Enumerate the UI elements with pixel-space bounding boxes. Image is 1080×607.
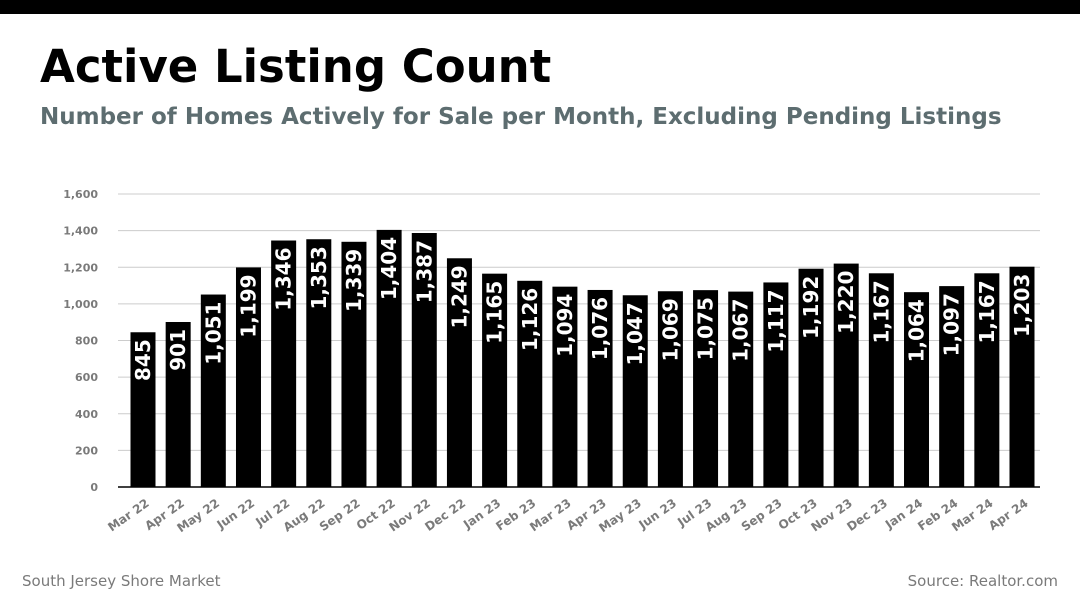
page-title: Active Listing Count	[40, 40, 552, 93]
x-tick-label: Sep 23	[739, 496, 785, 534]
y-tick-label: 600	[75, 371, 98, 384]
bar-value-label: 1,167	[869, 280, 893, 343]
bar-value-label: 1,192	[799, 276, 823, 339]
bar-value-label: 1,167	[975, 280, 999, 343]
bar	[235, 267, 261, 487]
bar-value-label: 1,064	[905, 299, 929, 362]
bar	[833, 263, 859, 487]
bar-value-label: 1,075	[694, 297, 718, 360]
y-tick-label: 800	[75, 335, 98, 348]
bar-value-label: 1,203	[1010, 274, 1034, 337]
bar-value-label: 1,126	[518, 288, 542, 351]
bar	[868, 273, 894, 487]
bar	[411, 233, 437, 487]
bar	[165, 322, 191, 487]
y-tick-label: 400	[75, 408, 98, 421]
bar	[798, 268, 824, 487]
bar	[552, 286, 578, 487]
bar	[587, 289, 613, 487]
bar-value-label: 1,165	[483, 281, 507, 344]
market-label: South Jersey Shore Market	[22, 572, 221, 590]
bar-value-label: 1,117	[764, 289, 788, 352]
x-tick-label: Dec 22	[422, 496, 468, 534]
bar-value-label: 1,051	[201, 302, 225, 365]
y-tick-label: 1,400	[63, 225, 98, 238]
bar-value-label: 1,387	[412, 240, 436, 303]
bar	[517, 280, 543, 487]
source-label: Source: Realtor.com	[907, 572, 1058, 590]
x-tick-label: Apr 24	[986, 496, 1031, 533]
bar-value-label: 1,097	[940, 293, 964, 356]
page-subtitle: Number of Homes Actively for Sale per Mo…	[40, 104, 1002, 130]
bar	[306, 239, 332, 487]
bar	[271, 240, 297, 487]
bar	[974, 273, 1000, 487]
bar	[130, 332, 156, 487]
bar-value-label: 1,249	[447, 265, 471, 328]
bar-value-label: 1,067	[729, 299, 753, 362]
bar-value-label: 1,094	[553, 294, 577, 357]
bar	[728, 291, 754, 487]
bar-value-label: 1,353	[307, 246, 331, 309]
bar-value-label: 1,339	[342, 249, 366, 312]
x-tick-label: Sep 22	[317, 496, 363, 534]
bar-value-label: 1,346	[272, 248, 296, 311]
x-tick-label: Dec 23	[844, 496, 890, 534]
y-tick-label: 0	[90, 481, 98, 494]
bar-value-label: 1,069	[658, 298, 682, 361]
bar	[904, 292, 930, 487]
bar	[446, 258, 472, 487]
bar	[763, 282, 789, 487]
bar	[200, 294, 226, 487]
bar-value-label: 1,047	[623, 302, 647, 365]
bar-value-label: 1,199	[236, 274, 260, 337]
y-tick-label: 1,200	[63, 261, 98, 274]
x-tick-label: Jun 22	[214, 496, 258, 532]
top-bar	[0, 0, 1080, 14]
bar-value-label: 1,076	[588, 297, 612, 360]
bar	[376, 229, 402, 487]
bar-value-label: 845	[131, 339, 155, 381]
bar	[1009, 266, 1035, 487]
bar	[657, 291, 683, 487]
y-tick-label: 1,600	[63, 188, 98, 201]
bar	[939, 286, 965, 487]
bar	[341, 241, 367, 487]
bar	[482, 273, 508, 487]
bar	[693, 290, 719, 487]
y-tick-label: 200	[75, 444, 98, 457]
bar	[622, 295, 648, 487]
y-tick-label: 1,000	[63, 298, 98, 311]
bar-value-label: 1,220	[834, 271, 858, 334]
bar-value-label: 1,404	[377, 237, 401, 300]
bar-value-label: 901	[166, 329, 190, 371]
x-tick-label: Jun 23	[636, 496, 680, 532]
x-tick-label: Mar 22	[105, 496, 151, 534]
